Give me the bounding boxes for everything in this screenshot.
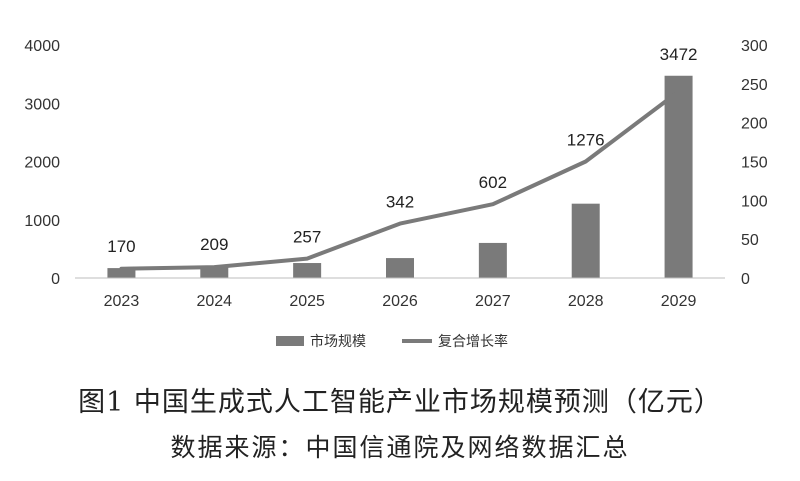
bar-2023 bbox=[107, 268, 136, 278]
data-label: 3472 bbox=[660, 45, 698, 64]
bar-2025 bbox=[293, 263, 322, 278]
x-tick-label: 2027 bbox=[475, 293, 511, 310]
x-tick-label: 2026 bbox=[382, 293, 418, 310]
right-axis: 0 50 100 150 200 250 300 bbox=[741, 38, 768, 288]
x-axis: 2023 2024 2025 2026 2027 2028 2029 bbox=[104, 293, 697, 310]
data-label: 342 bbox=[386, 193, 414, 212]
legend-label-market-size: 市场规模 bbox=[310, 333, 366, 350]
x-tick-label: 2025 bbox=[289, 293, 325, 310]
right-tick-label: 50 bbox=[741, 232, 759, 249]
legend-label-growth-rate: 复合增长率 bbox=[438, 333, 508, 350]
chart: 0 1000 2000 3000 4000 0 50 100 150 200 250 300 202… bbox=[24, 38, 768, 350]
right-tick-label: 200 bbox=[741, 116, 768, 133]
right-tick-label: 150 bbox=[741, 155, 768, 172]
bar-2029 bbox=[664, 75, 693, 278]
data-label: 170 bbox=[107, 237, 135, 256]
x-tick-label: 2023 bbox=[104, 293, 140, 310]
left-tick-label: 3000 bbox=[24, 96, 60, 113]
left-tick-label: 0 bbox=[51, 271, 60, 288]
left-tick-label: 2000 bbox=[24, 155, 60, 172]
growth-rate-line bbox=[119, 89, 681, 271]
figure-caption: 图1 中国生成式人工智能产业市场规模预测（亿元） bbox=[78, 387, 722, 418]
bar-2028 bbox=[571, 203, 600, 278]
data-label: 209 bbox=[200, 235, 228, 254]
left-axis: 0 1000 2000 3000 4000 bbox=[24, 38, 60, 288]
data-label: 1276 bbox=[567, 131, 605, 150]
right-tick-label: 250 bbox=[741, 77, 768, 94]
bar-2027 bbox=[478, 242, 507, 278]
right-tick-label: 300 bbox=[741, 38, 768, 55]
data-source: 数据来源：中国信通院及网络数据汇总 bbox=[170, 433, 630, 462]
data-label: 257 bbox=[293, 228, 321, 247]
bar-series bbox=[107, 75, 693, 278]
x-tick-label: 2029 bbox=[661, 293, 697, 310]
legend: 市场规模 复合增长率 bbox=[276, 333, 508, 350]
x-tick-label: 2024 bbox=[196, 293, 232, 310]
bar-2026 bbox=[386, 258, 414, 278]
legend-swatch-market-size bbox=[276, 336, 304, 346]
right-tick-label: 0 bbox=[741, 271, 750, 288]
left-tick-label: 4000 bbox=[24, 38, 60, 55]
left-tick-label: 1000 bbox=[24, 213, 60, 230]
right-tick-label: 100 bbox=[741, 193, 768, 210]
x-tick-label: 2028 bbox=[568, 293, 604, 310]
data-label: 602 bbox=[479, 173, 507, 192]
data-labels: 170 209 257 342 602 1276 3472 bbox=[107, 45, 697, 256]
